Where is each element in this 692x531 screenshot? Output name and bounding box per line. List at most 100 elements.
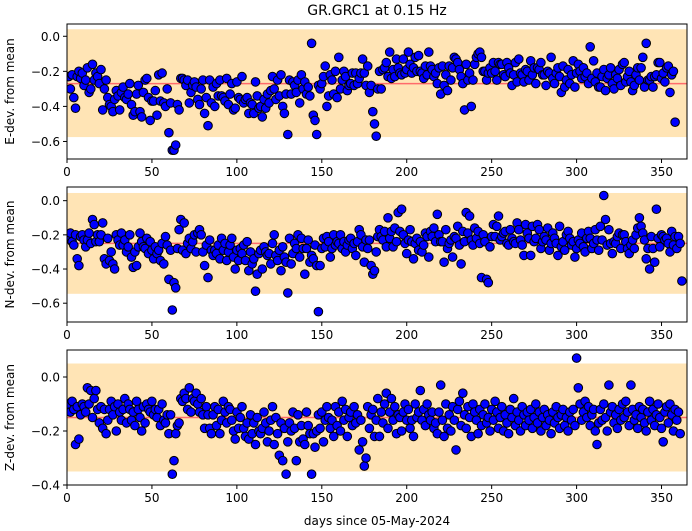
data-point <box>87 412 98 423</box>
data-point <box>145 115 155 126</box>
x-tick-label: 350 <box>650 165 673 179</box>
data-point <box>641 426 652 436</box>
data-point <box>89 393 99 404</box>
data-point <box>503 428 514 439</box>
data-point <box>424 252 434 262</box>
data-point <box>546 52 556 63</box>
data-point <box>461 59 472 70</box>
data-point <box>678 0 687 4</box>
data-point <box>294 98 305 108</box>
data-point <box>257 264 268 274</box>
y-tick-label: 0.0 <box>41 30 60 44</box>
data-point <box>362 61 373 71</box>
data-point <box>429 223 439 233</box>
data-point <box>593 245 604 255</box>
data-point <box>277 455 288 466</box>
data-point <box>602 426 613 436</box>
x-tick-label: 150 <box>310 491 333 505</box>
data-point <box>165 410 176 420</box>
data-point <box>237 401 247 412</box>
data-point <box>300 269 310 280</box>
data-point <box>439 431 449 442</box>
data-point <box>357 54 368 64</box>
data-point <box>536 57 546 68</box>
y-axis-label-e: E-dev. from mean <box>3 38 17 144</box>
data-point <box>634 213 645 223</box>
data-point <box>167 469 178 480</box>
data-point <box>320 61 331 71</box>
data-point <box>230 103 240 113</box>
data-point <box>293 410 303 420</box>
data-point <box>174 418 184 428</box>
data-point <box>681 0 690 4</box>
x-tick-label: 0 <box>63 165 71 179</box>
data-point <box>391 236 402 247</box>
data-point <box>458 388 468 399</box>
data-point <box>626 380 636 390</box>
data-point <box>342 431 353 442</box>
data-point <box>451 445 461 455</box>
data-point <box>111 426 122 436</box>
data-point <box>531 399 541 409</box>
data-point <box>675 428 686 439</box>
data-point <box>291 455 302 466</box>
data-point <box>683 0 692 4</box>
x-tick-label: 0 <box>63 328 71 342</box>
axes-frame-z <box>66 349 688 486</box>
data-point <box>571 353 582 363</box>
data-point <box>655 242 665 252</box>
data-point <box>490 66 500 77</box>
data-point <box>167 305 178 315</box>
data-point <box>480 399 490 409</box>
data-point <box>361 453 371 463</box>
x-tick-label: 50 <box>144 328 159 342</box>
data-point <box>203 120 213 131</box>
data-point <box>162 84 172 94</box>
data-point <box>303 420 314 431</box>
data-point <box>585 42 596 52</box>
x-tick-label: 350 <box>650 491 673 505</box>
data-point <box>405 224 415 235</box>
data-point <box>286 259 297 269</box>
data-point <box>554 221 565 232</box>
points-n <box>67 0 688 317</box>
x-axis-label: days since 05-May-2024 <box>304 514 450 528</box>
data-point <box>313 306 324 317</box>
y-tick-label: −0.4 <box>31 263 60 277</box>
data-point <box>570 252 580 262</box>
data-point <box>109 264 120 274</box>
data-point <box>663 418 674 428</box>
data-point <box>679 0 688 4</box>
data-point <box>252 412 263 423</box>
data-point <box>600 85 611 96</box>
data-point <box>573 383 584 393</box>
data-point <box>541 80 551 91</box>
data-point <box>242 236 252 247</box>
data-point <box>335 426 346 436</box>
data-point <box>676 0 685 4</box>
data-point <box>531 78 541 89</box>
data-point <box>408 431 419 442</box>
y-tick-label: −0.6 <box>31 135 60 149</box>
x-tick-label: 350 <box>650 328 673 342</box>
data-point <box>357 437 368 447</box>
data-point <box>283 288 293 298</box>
x-tick-label: 50 <box>144 165 159 179</box>
data-point <box>84 228 94 238</box>
x-tick-label: 300 <box>565 165 588 179</box>
data-point <box>318 437 329 447</box>
data-point <box>194 99 205 110</box>
data-point <box>449 415 460 426</box>
data-point <box>651 204 662 214</box>
y-axis-label-n: N-dev. from mean <box>3 201 17 309</box>
data-point <box>201 401 212 412</box>
data-point <box>600 214 611 225</box>
data-point <box>147 396 157 407</box>
data-point <box>396 426 407 436</box>
data-point <box>483 277 494 288</box>
data-point <box>599 190 609 201</box>
data-point <box>315 260 325 271</box>
data-point <box>383 213 393 223</box>
data-point <box>638 52 648 63</box>
figure-title: GR.GRC1 at 0.15 Hz <box>307 3 447 19</box>
